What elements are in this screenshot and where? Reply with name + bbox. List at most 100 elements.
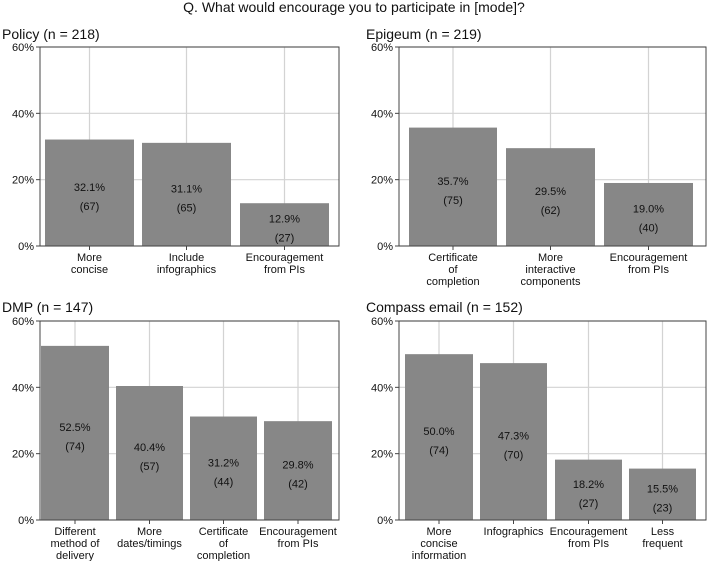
- y-tick-label: 60%: [12, 42, 34, 54]
- data-label-percent: 32.1%: [74, 182, 105, 194]
- data-label-count: (27): [275, 233, 295, 245]
- bar: [240, 203, 329, 246]
- y-tick-label: 60%: [371, 316, 393, 328]
- x-tick-label: Less: [651, 526, 675, 538]
- plot-frame: [39, 320, 340, 521]
- y-tick-label: 20%: [12, 449, 34, 461]
- x-tick-label: Include: [169, 252, 204, 264]
- bar: [405, 354, 473, 520]
- data-label-percent: 52.5%: [59, 422, 90, 434]
- bar: [506, 148, 595, 246]
- x-tick-label: from PIs: [568, 538, 609, 550]
- bar: [142, 142, 231, 246]
- data-label-percent: 50.0%: [423, 426, 454, 438]
- x-tick-label: infographics: [157, 264, 217, 276]
- x-tick-label: components: [521, 276, 581, 288]
- x-tick-label: delivery: [56, 550, 94, 561]
- bar: [480, 363, 547, 520]
- x-tick-label: interactive: [525, 264, 575, 276]
- panel-title: Policy (n = 218): [2, 26, 100, 42]
- panel-title: DMP (n = 147): [2, 299, 93, 315]
- y-tick-label: 60%: [12, 316, 34, 328]
- bar: [604, 182, 693, 246]
- plot-frame: [398, 46, 707, 247]
- x-tick-label: from PIs: [264, 264, 305, 276]
- x-tick-label: from PIs: [278, 538, 319, 550]
- bar: [555, 459, 622, 520]
- x-tick-label: of: [448, 264, 458, 276]
- bar: [41, 345, 109, 520]
- x-tick-label: More: [137, 526, 162, 538]
- bar: [190, 416, 257, 520]
- x-tick-label: More: [538, 252, 563, 264]
- y-tick-label: 0%: [377, 515, 393, 527]
- x-tick-label: from PIs: [628, 264, 669, 276]
- data-label-count: (74): [65, 441, 85, 453]
- x-tick-label: Encouragement: [259, 526, 337, 538]
- bar: [409, 127, 497, 246]
- x-tick-label: concise: [71, 264, 108, 276]
- y-tick-label: 20%: [371, 175, 393, 187]
- bar: [116, 386, 183, 520]
- figure-title: Q. What would encourage you to participa…: [183, 0, 525, 15]
- data-label-percent: 40.4%: [134, 442, 165, 454]
- data-label-percent: 29.5%: [535, 186, 566, 198]
- data-label-percent: 35.7%: [437, 176, 468, 188]
- data-label-percent: 47.3%: [498, 431, 529, 443]
- bar: [629, 468, 696, 520]
- data-label-percent: 18.2%: [573, 479, 604, 491]
- x-tick-label: completion: [426, 276, 479, 288]
- x-tick-label: information: [412, 550, 466, 561]
- data-label-count: (40): [639, 222, 659, 234]
- x-tick-label: frequent: [642, 538, 682, 550]
- y-tick-label: 20%: [12, 175, 34, 187]
- y-tick-label: 40%: [371, 382, 393, 394]
- x-tick-label: Certificate: [428, 252, 478, 264]
- plot-frame: [39, 46, 340, 247]
- data-label-percent: 19.0%: [633, 203, 664, 215]
- data-label-count: (57): [140, 461, 160, 473]
- y-tick-label: 0%: [18, 241, 34, 253]
- bar: [264, 421, 332, 520]
- x-tick-label: Certificate: [199, 526, 249, 538]
- y-tick-label: 0%: [18, 515, 34, 527]
- x-tick-label: method of: [51, 538, 101, 550]
- data-label-count: (27): [579, 498, 599, 510]
- x-tick-label: Encouragement: [610, 252, 688, 264]
- data-label-percent: 29.8%: [282, 460, 313, 472]
- y-tick-label: 0%: [377, 241, 393, 253]
- data-label-count: (44): [214, 476, 234, 488]
- data-label-count: (65): [177, 202, 197, 214]
- data-label-percent: 12.9%: [269, 214, 300, 226]
- y-tick-label: 60%: [371, 42, 393, 54]
- data-label-percent: 31.2%: [208, 457, 239, 469]
- panel-title: Compass email (n = 152): [366, 299, 523, 315]
- data-label-count: (70): [504, 450, 524, 462]
- data-label-count: (42): [288, 479, 308, 491]
- x-tick-label: concise: [420, 538, 457, 550]
- x-tick-label: Infographics: [484, 526, 544, 538]
- data-label-count: (74): [429, 445, 449, 457]
- x-tick-label: Encouragement: [246, 252, 324, 264]
- data-label-count: (75): [443, 195, 463, 207]
- data-label-count: (23): [653, 502, 673, 514]
- x-tick-label: Different: [54, 526, 95, 538]
- bar: [45, 139, 134, 246]
- y-tick-label: 40%: [12, 382, 34, 394]
- y-tick-label: 20%: [371, 449, 393, 461]
- y-tick-label: 40%: [12, 108, 34, 120]
- data-label-percent: 15.5%: [647, 483, 678, 495]
- panel-title: Epigeum (n = 219): [366, 26, 482, 42]
- x-tick-label: More: [426, 526, 451, 538]
- x-tick-label: dates/timings: [117, 538, 182, 550]
- x-tick-label: Encouragement: [550, 526, 628, 538]
- x-tick-label: More: [77, 252, 102, 264]
- data-label-count: (62): [541, 205, 561, 217]
- x-tick-label: of: [219, 538, 229, 550]
- plot-frame: [398, 320, 707, 521]
- x-tick-label: completion: [197, 550, 250, 561]
- data-label-percent: 31.1%: [171, 183, 202, 195]
- y-tick-label: 40%: [371, 108, 393, 120]
